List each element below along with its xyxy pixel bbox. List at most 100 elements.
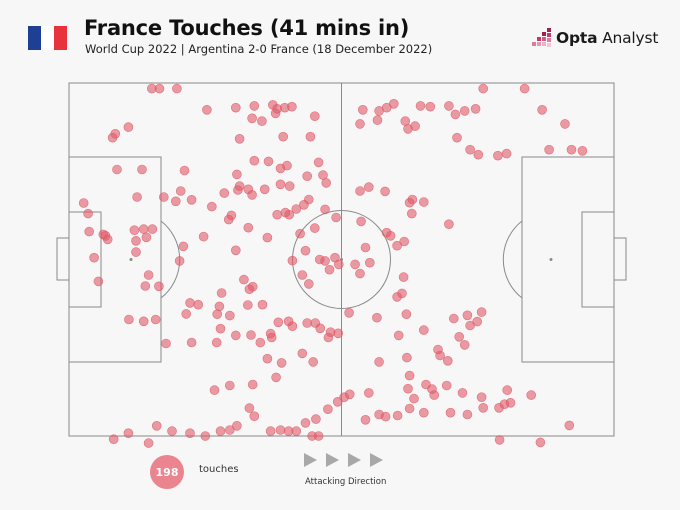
touch-point-43	[493, 150, 503, 161]
touch-point-54	[112, 164, 122, 175]
touch-points	[78, 83, 588, 448]
opta-logo-icon	[532, 28, 551, 47]
touch-point-139	[247, 281, 258, 292]
touch-point-27	[560, 119, 570, 129]
touch-point-116	[303, 279, 314, 289]
touch-point-82	[320, 204, 330, 215]
touch-point-208	[311, 414, 321, 424]
touch-point-209	[300, 418, 311, 428]
touch-point-137	[257, 299, 268, 310]
touch-point-242	[535, 437, 546, 448]
touch-point-117	[406, 208, 417, 219]
touch-point-143	[215, 323, 226, 334]
touch-point-44	[501, 148, 512, 159]
touch-point-39	[452, 132, 462, 143]
touch-point-7	[249, 101, 260, 111]
touch-point-35	[107, 132, 118, 143]
touch-point-129	[124, 314, 134, 325]
touch-point-13	[247, 113, 257, 124]
touch-point-204	[380, 411, 391, 422]
touch-point-115	[324, 264, 335, 275]
touch-count-badge: 198	[150, 455, 184, 489]
chart-title: France Touches (41 mins in)	[84, 16, 410, 40]
touch-point-125	[143, 270, 154, 280]
touch-point-205	[360, 414, 371, 425]
chart-subtitle: World Cup 2022 | Argentina 2-0 France (1…	[85, 42, 433, 56]
touch-point-122	[84, 226, 94, 237]
touch-point-57	[219, 188, 230, 198]
touch-point-188	[457, 388, 468, 398]
touch-point-240	[505, 397, 516, 408]
touch-point-28	[355, 119, 365, 129]
touch-point-180	[247, 379, 258, 390]
touch-point-237	[372, 312, 382, 323]
touch-point-100	[141, 232, 152, 243]
touch-point-6	[231, 102, 241, 113]
touch-point-220	[108, 434, 119, 445]
touch-point-22	[444, 101, 454, 111]
touch-point-161	[401, 309, 412, 320]
touch-point-244	[494, 435, 505, 445]
touch-point-145	[246, 330, 256, 340]
touch-point-173	[211, 337, 222, 348]
touch-point-136	[243, 300, 253, 310]
touch-point-91	[83, 208, 93, 219]
touch-point-42	[473, 149, 484, 160]
touch-point-171	[161, 338, 171, 349]
touch-count-label: touches	[199, 464, 239, 475]
touch-point-19	[388, 99, 399, 109]
touch-point-29	[372, 115, 383, 125]
touch-point-127	[154, 281, 164, 292]
touch-point-105	[231, 245, 241, 256]
touch-point-48	[263, 156, 274, 167]
touch-point-179	[271, 372, 281, 383]
touch-point-168	[476, 307, 487, 317]
attacking-direction-label: Attacking Direction	[305, 477, 387, 487]
touch-point-83	[331, 212, 341, 223]
touch-point-211	[313, 431, 324, 441]
touch-point-232	[381, 227, 392, 238]
touch-point-11	[287, 101, 297, 112]
touch-point-160	[402, 352, 412, 363]
touch-point-227	[232, 420, 242, 431]
touch-point-64	[284, 181, 295, 191]
touch-point-166	[454, 331, 465, 342]
touch-point-189	[427, 384, 437, 394]
touch-point-135	[185, 298, 195, 308]
touch-point-67	[321, 178, 332, 188]
touch-point-70	[171, 196, 181, 207]
touch-point-165	[442, 355, 453, 366]
touch-point-177	[297, 348, 308, 359]
touch-point-78	[291, 204, 302, 214]
flag-white	[41, 26, 54, 50]
touch-point-239	[459, 340, 470, 350]
right-goal	[613, 237, 627, 281]
touch-point-71	[186, 195, 197, 205]
touch-point-167	[462, 310, 473, 321]
touch-point-233	[399, 236, 410, 247]
touch-point-69	[132, 192, 142, 202]
touch-point-123	[89, 252, 99, 263]
touch-point-185	[409, 393, 419, 404]
brand-name-light: Analyst	[597, 29, 659, 47]
touch-point-130	[150, 314, 161, 325]
touch-point-156	[333, 328, 344, 339]
right-penalty-area	[521, 156, 615, 363]
touch-point-190	[441, 380, 452, 391]
touch-point-63	[275, 179, 286, 190]
touch-point-111	[287, 255, 298, 266]
touch-point-97	[129, 225, 140, 235]
touch-point-68	[159, 192, 169, 202]
touch-point-107	[295, 228, 305, 239]
touch-point-96	[131, 236, 141, 246]
touch-point-85	[355, 186, 365, 196]
flag-blue	[28, 26, 41, 50]
touch-point-225	[215, 426, 226, 436]
touch-point-92	[78, 198, 89, 208]
touch-point-37	[278, 131, 289, 142]
touch-point-170	[465, 320, 475, 331]
touch-point-21	[425, 101, 436, 112]
touch-point-238	[448, 313, 459, 324]
touch-point-182	[209, 385, 220, 395]
